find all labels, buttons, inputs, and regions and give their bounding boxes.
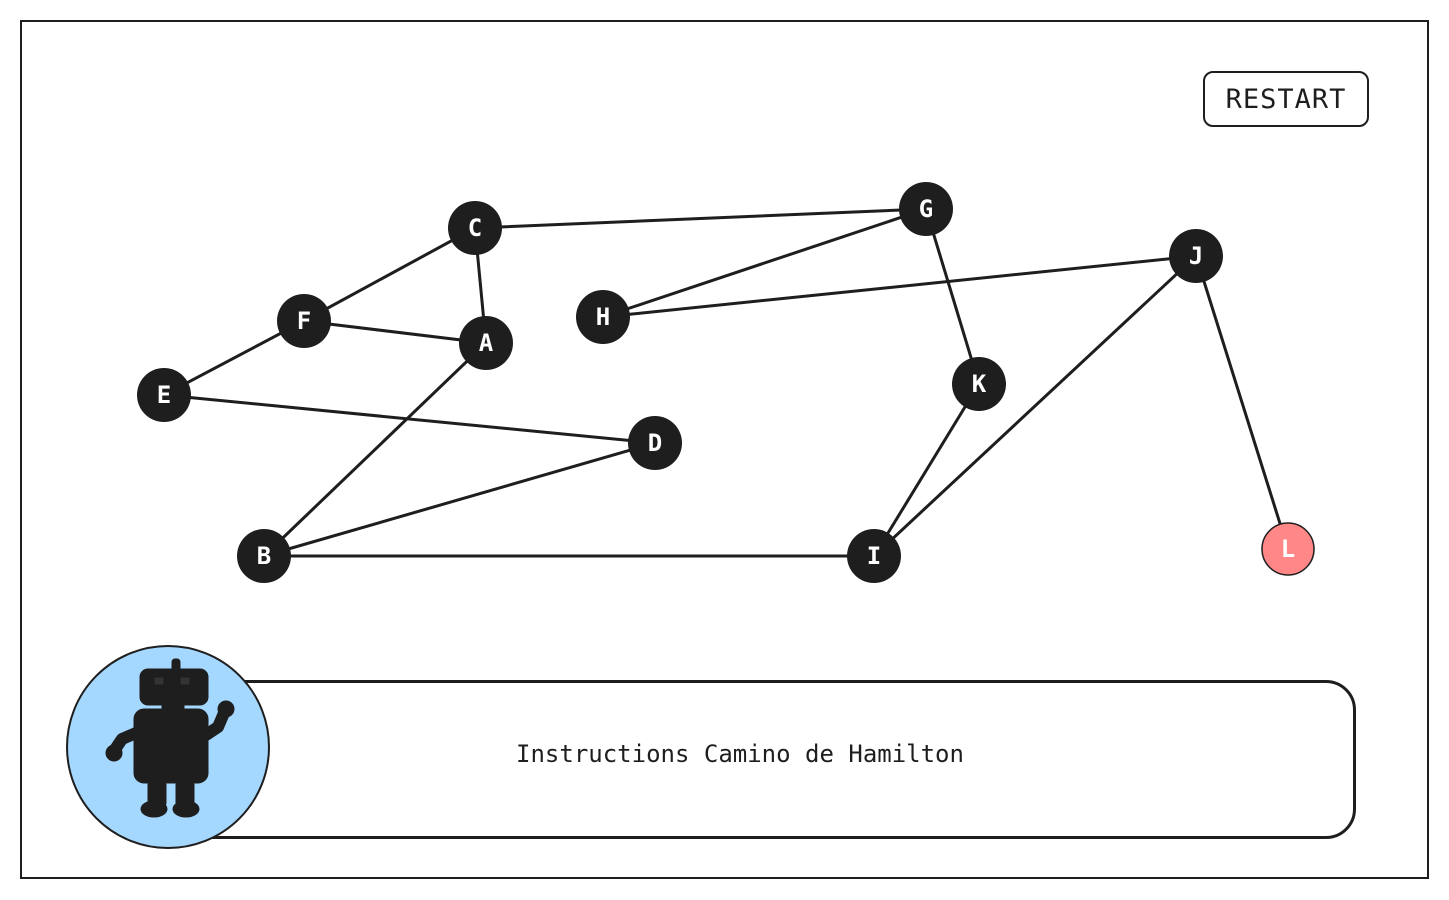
node-d-label: D — [648, 429, 662, 457]
node-a-circle[interactable] — [459, 316, 513, 370]
robot-icon — [105, 658, 235, 818]
node-i[interactable]: I — [847, 529, 901, 583]
node-i-label: I — [867, 542, 881, 570]
node-c-label: C — [468, 214, 482, 242]
node-i-circle[interactable] — [847, 529, 901, 583]
node-k-circle[interactable] — [952, 357, 1006, 411]
node-h-label: H — [596, 303, 610, 331]
node-d[interactable]: D — [628, 416, 682, 470]
nodes-layer: A B C D E F G H I J K L — [137, 182, 1315, 583]
node-j-circle[interactable] — [1169, 229, 1223, 283]
node-e[interactable]: E — [137, 368, 191, 422]
node-e-circle[interactable] — [137, 368, 191, 422]
avatar — [66, 645, 270, 849]
instruction-text: Instructions Camino de Hamilton — [516, 740, 964, 768]
node-h[interactable]: H — [576, 290, 630, 344]
instruction-panel — [160, 680, 1356, 839]
node-a[interactable]: A — [459, 316, 513, 370]
node-f-circle[interactable] — [277, 294, 331, 348]
restart-button[interactable]: RESTART — [1203, 71, 1369, 127]
node-c[interactable]: C — [448, 201, 502, 255]
node-f[interactable]: F — [277, 294, 331, 348]
node-g[interactable]: G — [899, 182, 953, 236]
node-j-label: J — [1189, 242, 1203, 270]
node-k-label: K — [972, 370, 987, 398]
node-k[interactable]: K — [952, 357, 1006, 411]
node-f-label: F — [297, 307, 311, 335]
node-h-circle[interactable] — [576, 290, 630, 344]
node-b[interactable]: B — [237, 529, 291, 583]
node-l-circle[interactable] — [1261, 522, 1315, 576]
node-g-circle[interactable] — [899, 182, 953, 236]
node-g-label: G — [919, 195, 933, 223]
node-l-label: L — [1281, 535, 1295, 563]
node-l[interactable]: L — [1261, 522, 1315, 576]
node-j[interactable]: J — [1169, 229, 1223, 283]
node-c-circle[interactable] — [448, 201, 502, 255]
node-b-circle[interactable] — [237, 529, 291, 583]
node-a-label: A — [479, 329, 494, 357]
node-d-circle[interactable] — [628, 416, 682, 470]
node-b-label: B — [257, 542, 271, 570]
node-e-label: E — [157, 381, 171, 409]
